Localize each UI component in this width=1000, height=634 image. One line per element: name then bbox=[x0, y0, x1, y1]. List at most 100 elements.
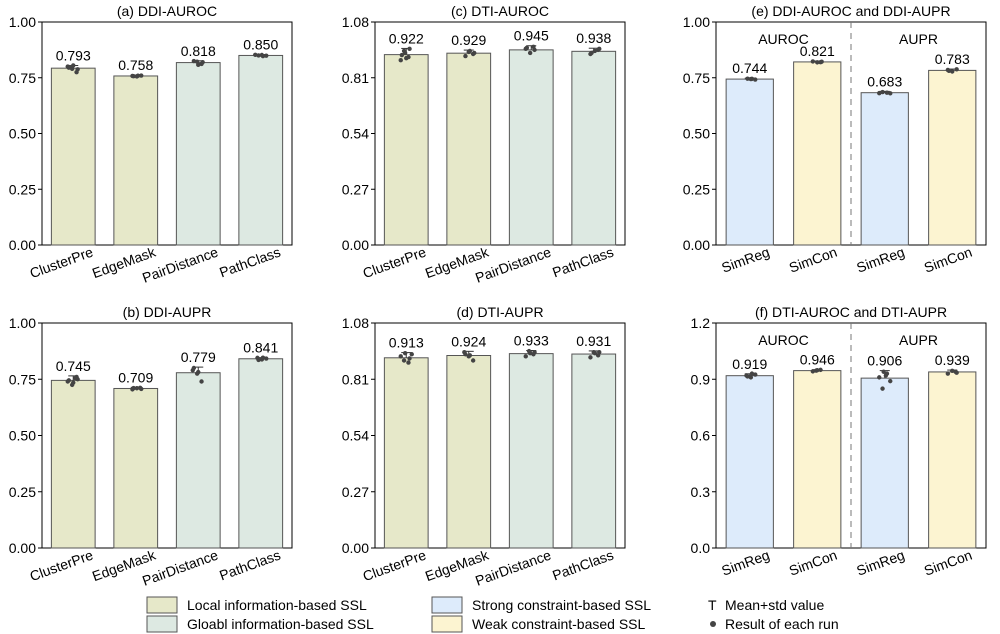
chart-title: (a) DDI-AUROC bbox=[117, 3, 217, 19]
run-point bbox=[399, 52, 405, 58]
run-point bbox=[139, 386, 144, 392]
run-point bbox=[748, 375, 754, 380]
group-label: AUPR bbox=[899, 332, 938, 348]
run-point bbox=[532, 47, 537, 53]
chart-panels: (a) DDI-AUROC 0.00 0.25 0.50 0.75 1.00 0.793 Cl… bbox=[9, 3, 987, 589]
run-point bbox=[407, 356, 412, 361]
y-tick-label: 1.2 bbox=[691, 315, 711, 331]
bar bbox=[508, 49, 554, 246]
value-label: 0.933 bbox=[514, 333, 549, 349]
run-point bbox=[135, 73, 141, 78]
category-label: ClusterPre bbox=[360, 244, 428, 282]
run-point bbox=[524, 45, 530, 51]
bar bbox=[725, 78, 774, 246]
chart-a: (a) DDI-AUROC 0.00 0.25 0.50 0.75 1.00 0.793 Cl… bbox=[9, 3, 293, 286]
y-tick-label: 0.27 bbox=[342, 484, 369, 500]
category-label: PathClass bbox=[217, 547, 282, 584]
run-point bbox=[66, 378, 72, 383]
run-point bbox=[401, 358, 407, 363]
y-tick-label: 0.75 bbox=[9, 70, 36, 86]
bar bbox=[113, 75, 159, 246]
value-label: 0.709 bbox=[118, 369, 153, 385]
bar bbox=[446, 52, 492, 246]
y-tick-label: 0.9 bbox=[691, 371, 711, 387]
run-point bbox=[256, 53, 261, 58]
category-label: SimReg bbox=[719, 547, 771, 579]
y-tick-label: 0.50 bbox=[683, 126, 710, 142]
run-point bbox=[467, 353, 473, 358]
run-point bbox=[745, 76, 750, 81]
run-point bbox=[406, 360, 411, 365]
y-tick-label: 0.00 bbox=[342, 237, 369, 253]
chart-b: (b) DDI-AUPR 0.00 0.25 0.50 0.75 1.00 0.745 Clu… bbox=[9, 304, 293, 589]
chart-f: (f) DTI-AUROC and DTI-AUPR 0.0 0.3 0.6 0.9 1.… bbox=[691, 304, 987, 579]
legend-label-local: Local information-based SSL bbox=[187, 597, 367, 613]
run-point bbox=[472, 50, 477, 56]
y-tick-label: 0.54 bbox=[342, 428, 369, 444]
run-point bbox=[463, 53, 468, 59]
run-point bbox=[196, 62, 201, 68]
value-label: 0.779 bbox=[181, 349, 216, 365]
run-point bbox=[818, 367, 823, 373]
y-tick-label: 0.6 bbox=[691, 428, 711, 444]
run-point bbox=[589, 50, 594, 56]
chart-title: (c) DTI-AUROC bbox=[451, 3, 549, 19]
run-point bbox=[71, 380, 76, 385]
legend-dot-icon bbox=[710, 621, 716, 627]
y-tick-label: 0.75 bbox=[683, 70, 710, 86]
group-label: AUROC bbox=[758, 332, 809, 348]
bar bbox=[238, 358, 284, 549]
legend-label-strong: Strong constraint-based SSL bbox=[472, 597, 651, 613]
category-label: PathClass bbox=[550, 244, 615, 281]
run-point bbox=[884, 90, 890, 95]
category-label: ClusterPre bbox=[27, 244, 95, 282]
run-point bbox=[398, 354, 403, 359]
legend: Local information-based SSL Gloabl infor… bbox=[146, 596, 839, 633]
bar bbox=[928, 371, 977, 549]
run-point bbox=[884, 371, 890, 376]
value-label: 0.744 bbox=[732, 60, 767, 76]
bar bbox=[113, 387, 159, 549]
run-point bbox=[470, 358, 476, 363]
chart-e: (e) DDI-AUROC and DDI-AUPR 0.00 0.25 0.50 0.… bbox=[683, 3, 987, 276]
run-point bbox=[810, 59, 816, 64]
run-point bbox=[467, 48, 473, 54]
run-point bbox=[260, 355, 266, 360]
run-point bbox=[527, 351, 533, 356]
y-tick-label: 1.00 bbox=[683, 14, 710, 30]
category-label: SimCon bbox=[922, 244, 974, 276]
category-label: SimCon bbox=[787, 244, 839, 276]
run-point bbox=[745, 374, 750, 379]
run-point bbox=[880, 89, 885, 95]
bar bbox=[383, 357, 429, 549]
category-label: ClusterPre bbox=[360, 547, 428, 585]
value-label: 0.929 bbox=[451, 32, 486, 48]
value-label: 0.939 bbox=[935, 352, 970, 368]
run-point bbox=[191, 58, 197, 64]
y-tick-label: 0.27 bbox=[342, 181, 369, 197]
run-point bbox=[75, 377, 80, 382]
y-tick-label: 0.81 bbox=[342, 70, 369, 86]
run-point bbox=[815, 60, 820, 65]
run-point bbox=[402, 351, 408, 356]
value-label: 0.683 bbox=[867, 73, 902, 89]
run-point bbox=[749, 371, 755, 376]
legend-swatch-global bbox=[146, 615, 178, 633]
value-label: 0.922 bbox=[389, 30, 424, 46]
run-point bbox=[260, 53, 266, 59]
run-point bbox=[402, 50, 408, 56]
chart-d: (d) DTI-AUPR 0.00 0.27 0.54 0.81 1.08 0.913 Clu… bbox=[342, 304, 626, 589]
y-tick-label: 1.08 bbox=[342, 14, 369, 30]
legend-swatch-local bbox=[146, 596, 178, 614]
y-tick-label: 0.50 bbox=[9, 126, 36, 142]
chart-title: (b) DDI-AUPR bbox=[123, 304, 212, 320]
y-tick-label: 0.0 bbox=[691, 540, 711, 556]
category-label: SimCon bbox=[787, 547, 839, 579]
run-point bbox=[880, 386, 885, 391]
run-point bbox=[954, 67, 959, 72]
y-tick-label: 0.50 bbox=[9, 428, 36, 444]
run-point bbox=[877, 375, 882, 380]
y-tick-label: 0.00 bbox=[683, 237, 710, 253]
run-point bbox=[815, 368, 820, 373]
bar bbox=[860, 377, 909, 549]
